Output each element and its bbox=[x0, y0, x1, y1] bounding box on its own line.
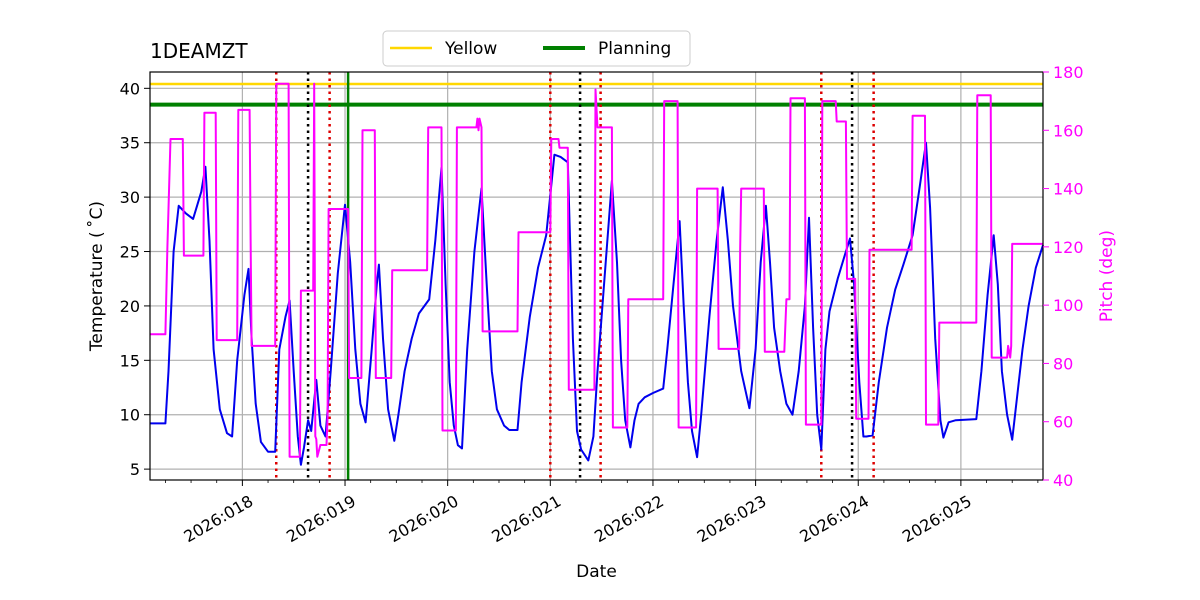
x-tick-label: 2026:023 bbox=[694, 491, 770, 546]
y-tick-label: 25 bbox=[120, 243, 140, 262]
y-tick-label: 35 bbox=[120, 134, 140, 153]
x-axis-title: Date bbox=[576, 562, 617, 582]
legend-label: Planning bbox=[598, 39, 671, 59]
legend-label: Yellow bbox=[444, 39, 497, 59]
plot-frame bbox=[149, 71, 1044, 481]
pitch-line bbox=[150, 82, 1043, 458]
chart-title: 1DEAMZT bbox=[150, 39, 248, 63]
y2-axis-title: Pitch (deg) bbox=[1097, 230, 1117, 322]
y2-tick-label: 180 bbox=[1053, 63, 1084, 82]
y2-tick-label: 120 bbox=[1053, 238, 1084, 257]
legend-box bbox=[382, 30, 691, 67]
y2-tick-label: 160 bbox=[1053, 121, 1084, 140]
x-tick-label: 2026:020 bbox=[386, 491, 462, 546]
x-tick-label: 2026:022 bbox=[591, 491, 667, 546]
x-tick-label: 2026:025 bbox=[899, 491, 975, 546]
x-tick-label: 2026:024 bbox=[796, 491, 872, 546]
y-tick-label: 15 bbox=[120, 351, 140, 370]
x-tick-label: 2026:021 bbox=[488, 491, 564, 546]
temperature-line bbox=[150, 141, 1044, 466]
y-tick-label: 30 bbox=[120, 188, 140, 207]
grid-layer bbox=[150, 72, 1043, 480]
y2-tick-label: 100 bbox=[1053, 296, 1084, 315]
series-layer bbox=[150, 82, 1044, 466]
y-axis-title: Temperature ( ˚C) bbox=[86, 201, 107, 352]
y-tick-label: 40 bbox=[120, 79, 140, 98]
y-tick-label: 20 bbox=[120, 297, 140, 316]
y2-tick-label: 80 bbox=[1053, 354, 1073, 373]
y2-tick-label: 60 bbox=[1053, 413, 1073, 432]
y-tick-label: 5 bbox=[130, 460, 140, 479]
x-tick-label: 2026:018 bbox=[180, 491, 256, 546]
legend: Yellow Planning bbox=[382, 30, 691, 67]
y2-tick-label: 40 bbox=[1053, 471, 1073, 490]
x-tick-label: 2026:019 bbox=[283, 491, 359, 546]
y2-tick-label: 140 bbox=[1053, 180, 1084, 199]
y-tick-label: 10 bbox=[120, 406, 140, 425]
